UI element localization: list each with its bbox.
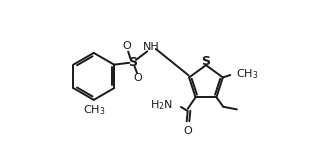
Text: O: O: [133, 73, 142, 83]
Text: CH$_3$: CH$_3$: [82, 103, 105, 117]
Text: S: S: [202, 55, 211, 68]
Text: O: O: [183, 126, 192, 136]
Text: O: O: [123, 41, 132, 51]
Text: H$_2$N: H$_2$N: [149, 98, 173, 112]
Text: NH: NH: [143, 42, 160, 52]
Text: CH$_3$: CH$_3$: [236, 67, 258, 81]
Text: S: S: [128, 56, 137, 69]
